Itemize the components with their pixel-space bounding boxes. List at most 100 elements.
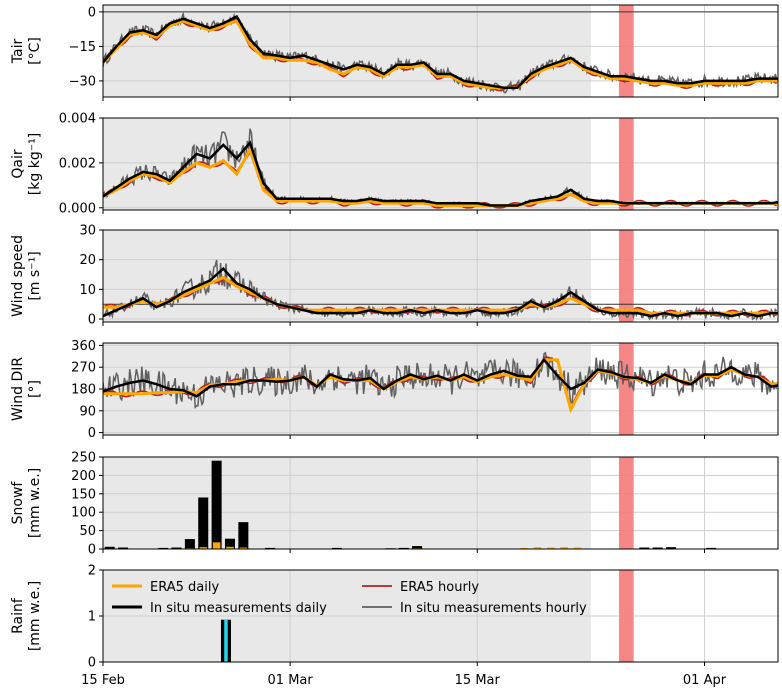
y-tick-label: 0.000 <box>59 201 96 216</box>
legend-label-era5_hourly: ERA5 hourly <box>400 580 479 595</box>
panel-frame <box>102 456 779 550</box>
highlight-period <box>618 343 634 435</box>
y-tick-label: 20 <box>79 253 96 268</box>
y-tick-label: −30 <box>69 74 96 89</box>
y-axis-label: Qair <box>10 149 26 178</box>
y-tick-label: 200 <box>71 469 96 484</box>
era5-daily-line <box>103 19 778 90</box>
y-tick-label: 50 <box>79 524 96 539</box>
y-tick-label: 0 <box>88 426 96 441</box>
insitu-bar <box>265 547 276 549</box>
panel-wind_dir-area <box>103 343 778 435</box>
y-tick-label: 0.004 <box>59 112 96 127</box>
y-tick-label: 90 <box>79 404 96 419</box>
panel-tair-area <box>103 5 778 97</box>
panel-rainf-area <box>103 570 778 662</box>
y-tick-label: 0.002 <box>59 156 96 171</box>
x-tick-label: 01 Apr <box>683 673 727 688</box>
legend: ERA5 daily In situ measurements daily ERA5… <box>112 580 587 616</box>
highlight-period <box>618 457 634 549</box>
panel-tair: 0 −15 −30 Tair [°C] <box>10 4 779 101</box>
y-axis-label: Tair <box>10 39 26 65</box>
insitu-bar <box>706 547 717 549</box>
y-tick-label: 0 <box>88 5 96 20</box>
insitu-bar <box>238 522 249 549</box>
panel-rainf: 0 1 2 Rainf [mm w.e.] <box>10 564 779 671</box>
panel-snowf-area <box>103 457 778 549</box>
era5-bar <box>560 547 568 549</box>
y-axis-label: [mm w.e.] <box>27 581 43 651</box>
y-axis-label: Snowf <box>10 481 26 525</box>
era5-bar <box>224 619 228 662</box>
insitu-bar <box>171 547 182 549</box>
y-axis-label: [m s⁻¹] <box>27 251 43 300</box>
era5-bar <box>199 547 208 549</box>
insitu-bar <box>398 547 409 549</box>
shaded-period <box>103 230 591 322</box>
y-tick-label: 360 <box>71 339 96 354</box>
y-axis-label: [°C] <box>27 37 43 65</box>
insitu-daily-line <box>103 357 778 398</box>
era5-bar <box>212 542 221 549</box>
era5-bar <box>533 547 542 549</box>
highlight-period <box>618 118 634 210</box>
insitu-bar <box>118 547 129 549</box>
insitu-daily-line <box>103 140 778 207</box>
insitu-daily-line <box>103 266 778 318</box>
y-axis-label: Rainf <box>10 597 26 634</box>
insitu-bar <box>224 538 235 549</box>
highlight-period <box>618 570 634 662</box>
y-tick-label: 1 <box>88 610 96 625</box>
insitu-bar <box>639 547 650 549</box>
insitu-daily-line <box>103 14 778 90</box>
panel-wind_speed: 0 10 20 30 Wind speed [m s⁻¹] <box>10 224 779 328</box>
era5-bar <box>520 547 528 549</box>
insitu-bar <box>331 547 342 549</box>
y-axis-label: Wind DIR <box>10 357 26 422</box>
shaded-period <box>103 457 591 549</box>
legend-label-insitu_hourly: In situ measurements hourly <box>400 601 587 616</box>
panel-frame <box>102 117 779 211</box>
y-axis-label: [°] <box>27 380 43 398</box>
insitu-bar <box>652 547 663 549</box>
era5-bar <box>547 547 555 549</box>
panel-qair: 0.000 0.002 0.004 Qair [kg kg⁻¹] <box>10 112 779 216</box>
insitu-bar <box>198 497 209 549</box>
highlight-period <box>618 230 634 322</box>
y-tick-label: −15 <box>69 40 96 55</box>
era5-bar <box>226 546 234 549</box>
y-axis-label: [kg kg⁻¹] <box>27 133 43 195</box>
insitu-bar <box>666 547 677 549</box>
y-tick-label: 30 <box>79 224 96 239</box>
insitu-bar <box>158 547 169 549</box>
panel-qair-area <box>103 118 778 210</box>
y-tick-label: 100 <box>71 506 96 521</box>
y-tick-label: 270 <box>71 361 96 376</box>
panel-wind_dir: 0 90 180 270 360 Wind DIR [°] <box>10 339 779 441</box>
insitu-bar <box>412 546 423 549</box>
highlight-period <box>618 5 634 97</box>
shaded-period <box>103 118 591 210</box>
panel-frame <box>102 229 779 323</box>
insitu-bar <box>211 460 222 549</box>
y-tick-label: 0 <box>88 656 96 671</box>
insitu-bar <box>184 539 195 549</box>
y-tick-label: 10 <box>79 283 96 298</box>
y-tick-label: 0 <box>88 313 96 328</box>
era5-bar <box>573 547 582 549</box>
y-axis-label: Wind speed <box>10 235 26 317</box>
legend-label-insitu_daily: In situ measurements daily <box>150 601 327 616</box>
y-tick-label: 180 <box>71 383 96 398</box>
x-tick-label: 01 Mar <box>268 673 314 688</box>
era5-bar <box>239 547 248 549</box>
panel-frame <box>102 4 779 98</box>
panel-wind_speed-area <box>103 230 778 322</box>
x-tick-label: 15 Mar <box>455 673 501 688</box>
insitu-bar <box>104 546 115 549</box>
legend-label-era5_daily: ERA5 daily <box>150 580 219 595</box>
panel-snowf: 0 50 100 150 200 250 Snowf [mm w.e.] <box>10 451 779 558</box>
x-tick-label: 15 Feb <box>81 673 125 688</box>
y-tick-label: 150 <box>71 487 96 502</box>
y-tick-label: 250 <box>71 451 96 466</box>
